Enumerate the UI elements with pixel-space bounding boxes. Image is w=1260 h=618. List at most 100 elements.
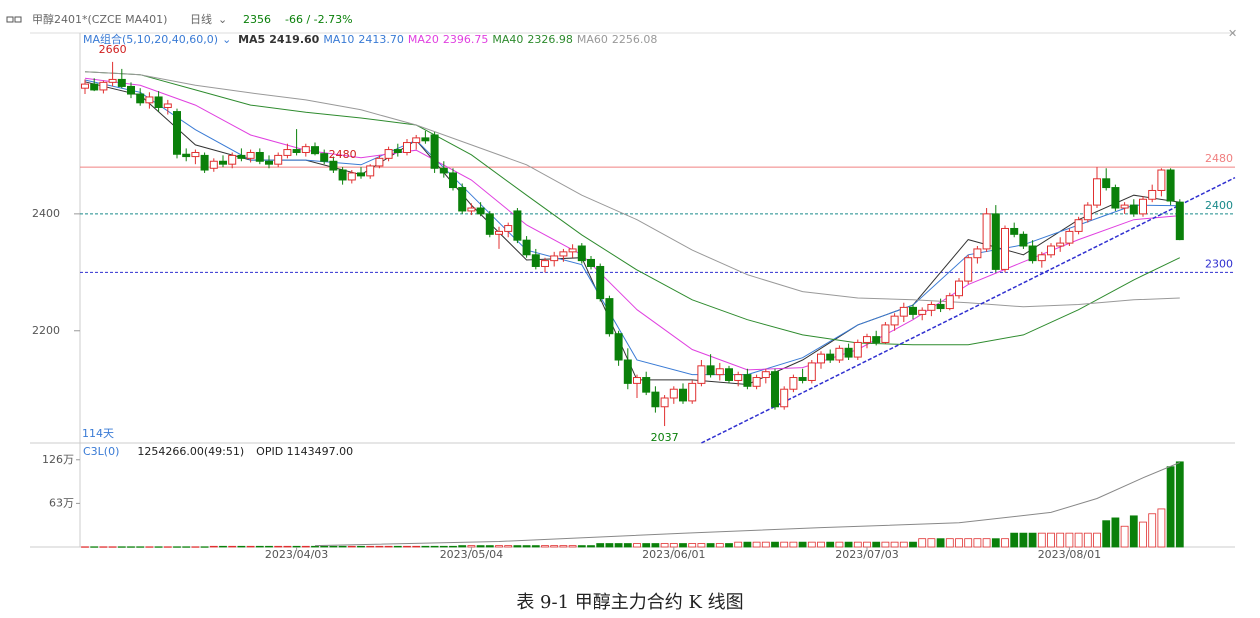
ma-header[interactable]: MA组合(5,10,20,40,60,0) (83, 32, 218, 46)
volume-bar (899, 541, 908, 548)
candle-body (890, 315, 899, 326)
volume-bar (587, 545, 595, 548)
candle-body (633, 377, 641, 384)
candle-body (182, 153, 191, 158)
volume-bar (430, 545, 439, 548)
volume-bar (127, 546, 135, 548)
candle-body (265, 160, 273, 165)
volume-bar (1065, 532, 1074, 548)
volume-bar (531, 545, 540, 548)
volume-bar (1019, 532, 1028, 548)
volume-bar (679, 543, 687, 548)
ma-name: MA5 (238, 33, 265, 46)
candle-body (1157, 169, 1166, 191)
x-tick-label: 2023/06/01 (642, 548, 705, 561)
candle-body (357, 172, 365, 177)
ma-value: 2256.08 (612, 33, 658, 46)
volume-bar (1056, 532, 1065, 548)
candle-body (789, 377, 798, 390)
period-dropdown[interactable]: ⌄ (218, 13, 227, 26)
volume-bar (366, 545, 375, 548)
candle-body (771, 371, 779, 408)
candle-body (817, 353, 825, 364)
period[interactable]: 日线 (190, 12, 212, 26)
extreme-label: 2037 (651, 431, 679, 444)
ma-legend: MA20 2396.75 (408, 33, 489, 46)
volume-tick-label: 126万 (42, 453, 74, 466)
volume-bar (706, 543, 715, 548)
volume-bar (725, 543, 733, 548)
volume-bar (633, 543, 641, 548)
candle-body (513, 210, 522, 241)
volume-bar (890, 541, 899, 548)
candle-body (1056, 242, 1065, 247)
ma-name: MA40 (492, 33, 523, 46)
volume-bar (955, 538, 963, 548)
candle-body (899, 306, 908, 317)
candle-body (991, 213, 1000, 270)
ma-line (84, 71, 1180, 308)
volume-bar (1047, 532, 1055, 548)
volume-bar (311, 545, 319, 548)
ma-name: MA60 (577, 33, 608, 46)
volume-header[interactable]: C3L(0) (83, 445, 119, 458)
candle-body (458, 187, 467, 212)
volume-bar (909, 541, 917, 548)
candle-body (955, 280, 963, 297)
volume-bar (771, 541, 779, 548)
volume-bar (669, 543, 678, 548)
volume-bar (1175, 461, 1184, 548)
volume-bar (513, 545, 522, 548)
volume-bar (1001, 538, 1009, 548)
close-button[interactable]: ✕ (1228, 27, 1237, 40)
volume-bar (605, 543, 614, 548)
candle-body (1148, 189, 1157, 200)
candle-body (853, 341, 862, 358)
candle-body (117, 78, 126, 87)
ma-value: 2326.98 (527, 33, 573, 46)
volume-bar (504, 545, 513, 548)
candle-body (311, 146, 319, 155)
volume-bar (577, 545, 586, 548)
candle-body (237, 154, 246, 159)
ma-name: MA10 (323, 33, 354, 46)
volume-bar (853, 541, 862, 548)
volume-bar (1010, 532, 1019, 548)
volume-bar (403, 545, 411, 548)
volume-bar (807, 541, 816, 548)
candle-body (301, 146, 310, 153)
volume-bar (495, 545, 503, 548)
candle-body (587, 258, 595, 267)
candle-body (1019, 233, 1028, 247)
volume-bar (182, 546, 191, 548)
candle-body (982, 213, 991, 250)
candle-body (807, 362, 816, 381)
candle-body (697, 365, 706, 384)
volume-bar (973, 538, 982, 548)
volume-bar (623, 543, 632, 548)
candle-body (752, 377, 761, 387)
candle-body (715, 368, 724, 376)
volume-bar (292, 545, 301, 548)
volume-bar (559, 545, 568, 548)
volume-bar (541, 545, 549, 548)
candle-body (522, 239, 531, 256)
candle-body (163, 103, 172, 108)
volume-bar (743, 541, 752, 548)
candle-body (467, 207, 476, 212)
volume-bar (1148, 513, 1157, 548)
volume-bar (145, 546, 154, 548)
candle-body (835, 347, 844, 361)
volume-bar (1129, 515, 1138, 548)
volume-bar (945, 538, 954, 548)
candle-body (945, 295, 954, 310)
candle-body (1083, 204, 1092, 221)
candle-body (605, 298, 614, 335)
volume-bar (246, 545, 255, 548)
volume-bar (108, 546, 117, 548)
volume-bar (200, 546, 209, 548)
price-line-label: 2300 (1205, 257, 1233, 270)
volume-bar (1083, 532, 1092, 548)
symbol[interactable]: 甲醇2401*(CZCE MA401) (32, 12, 167, 26)
